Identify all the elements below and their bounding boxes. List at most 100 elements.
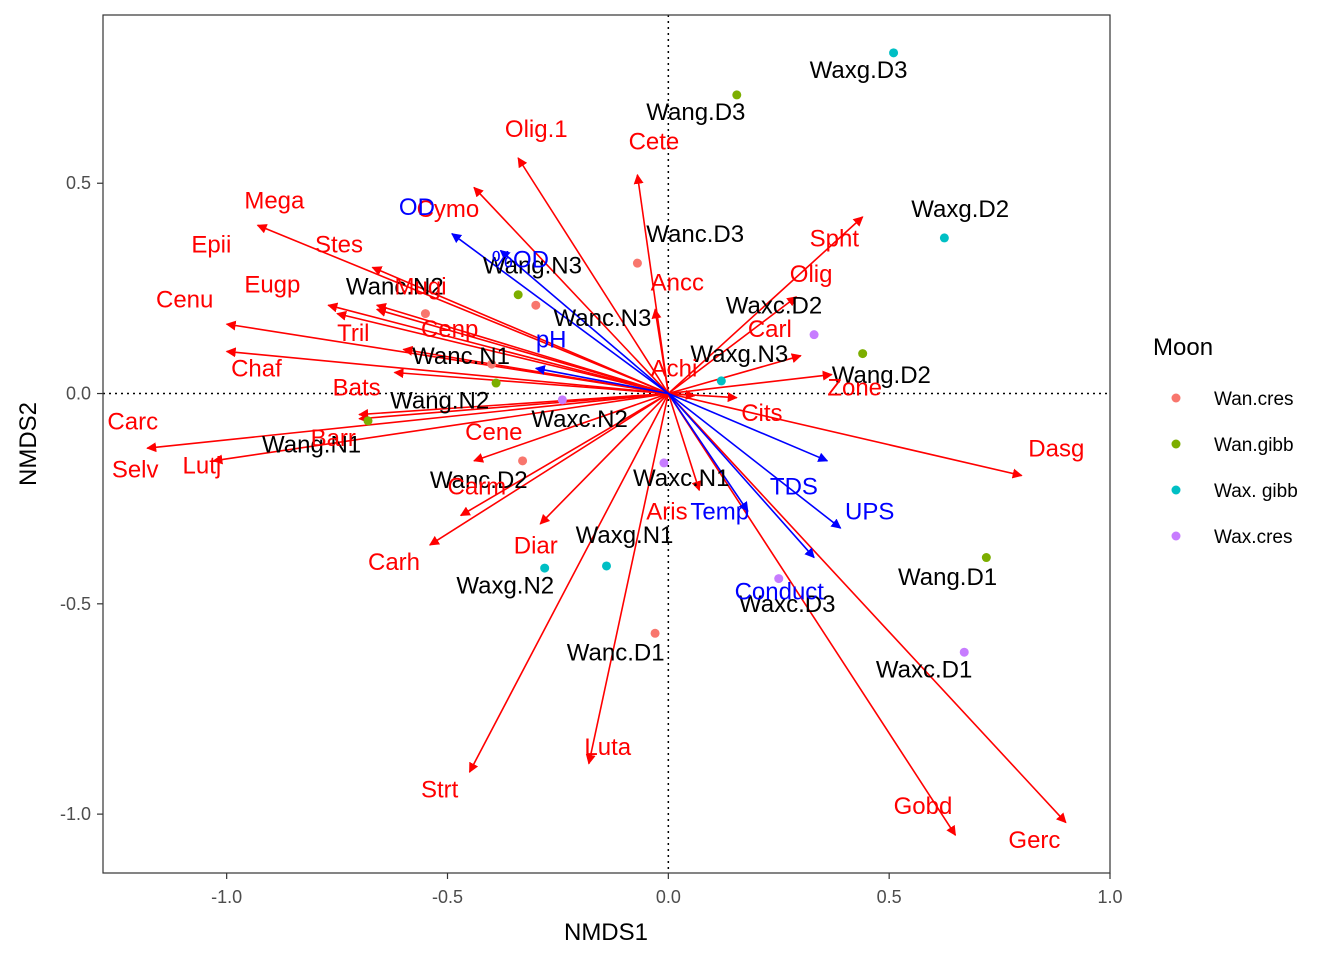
environment-vectors <box>451 233 842 559</box>
species-vector-mega <box>256 224 669 395</box>
species-label-selv: Selv <box>112 457 159 484</box>
species-vector-strt <box>468 393 670 773</box>
site-label-waxg-d3: Waxg.D3 <box>810 57 908 84</box>
species-label-strt: Strt <box>421 776 459 803</box>
legend-label-wax-cres: Wax.cres <box>1214 527 1292 548</box>
site-point-wanc-d1 <box>650 628 660 638</box>
site-label-wanc-n2: Wanc.N2 <box>346 274 444 301</box>
species-label-luta: Luta <box>584 734 631 761</box>
site-label-waxc-d2: Waxc.D2 <box>726 293 822 320</box>
species-vector-aris <box>667 393 702 492</box>
species-vector-cymo <box>473 186 669 395</box>
site-label-waxg-d2: Waxg.D2 <box>911 196 1009 223</box>
y-tick-label: -0.5 <box>60 594 91 614</box>
site-point-waxg-n3 <box>716 376 726 386</box>
species-vector-lutj <box>212 392 669 465</box>
species-label-cenp: Cenp <box>421 316 478 343</box>
env-label-od: %OD <box>492 246 549 273</box>
site-label-wanc-n3: Wanc.N3 <box>554 305 652 332</box>
species-labels: Olig.1 Cete Mega Cymo Epii Stes Eugp Mugi Cenu Tr… <box>107 116 1084 854</box>
site-label-wanc-d3: Wanc.D3 <box>646 221 744 248</box>
site-label-waxc-d1: Waxc.D1 <box>876 656 972 683</box>
y-axis: -1.0 -0.5 0.0 0.5 <box>60 173 103 824</box>
species-vector-diar <box>539 392 669 525</box>
env-label-ups: UPS <box>845 499 894 526</box>
site-label-waxg-n3: Waxg.N3 <box>690 341 788 368</box>
site-point-waxg-n2 <box>540 563 550 573</box>
species-vector-eugp <box>327 302 669 395</box>
species-vector-luta <box>585 393 670 765</box>
species-label-tril: Tril <box>337 320 369 347</box>
site-point-waxg-n1 <box>602 561 611 571</box>
env-vector-tds <box>668 392 829 462</box>
legend: Moon Wan.cres Wan.gibb Wax. gibb Wax.cres <box>1153 334 1298 548</box>
site-point-waxc-d1 <box>959 647 969 657</box>
legend-key-wan-cres <box>1171 393 1181 403</box>
species-vector-chaf <box>225 347 669 395</box>
legend-key-wan-gibb <box>1171 439 1181 449</box>
site-point-wanc-d3 <box>632 258 642 268</box>
env-vector-ups <box>667 392 842 529</box>
y-axis-title: NMDS2 <box>15 402 42 486</box>
y-tick-label: -1.0 <box>60 804 91 824</box>
env-label-conduct: Conduct <box>735 579 825 606</box>
species-label-spht: Spht <box>810 225 860 252</box>
site-point-wanc-n2 <box>420 309 430 319</box>
site-label-wang-d1: Wang.D1 <box>898 564 997 591</box>
species-label-carl: Carl <box>748 316 792 343</box>
site-label-wang-n3: Wang.N3 <box>483 253 582 280</box>
site-point-wanc-n1 <box>487 359 497 369</box>
species-label-aris: Aris <box>646 499 687 526</box>
site-point-wang-n3 <box>513 290 523 300</box>
species-vector-carh <box>428 392 669 546</box>
site-label-wanc-n1: Wanc.N1 <box>412 343 510 370</box>
species-label-bats: Bats <box>333 375 381 402</box>
species-label-chaf: Chaf <box>231 356 282 383</box>
site-points <box>363 48 991 657</box>
site-label-waxc-n2: Waxc.N2 <box>531 406 627 433</box>
species-label-mega: Mega <box>244 187 305 214</box>
species-label-cymo: Cymo <box>417 196 480 223</box>
species-label-cete: Cete <box>629 129 680 156</box>
plot-background <box>103 15 1110 873</box>
species-vector-stes <box>371 266 669 395</box>
species-label-carh: Carh <box>368 549 420 576</box>
env-vector-od <box>451 233 669 395</box>
env-label-od: OD <box>399 194 435 221</box>
site-label-wang-n1: Wang.N1 <box>262 431 361 458</box>
env-label-ph: pH <box>536 326 567 353</box>
species-vector-cene <box>473 392 669 463</box>
species-label-stes: Stes <box>315 232 363 259</box>
site-point-waxc-d3 <box>774 574 784 584</box>
species-vector-cits <box>668 392 738 403</box>
site-point-waxg-d2 <box>939 233 949 243</box>
site-point-waxc-d2 <box>809 330 819 340</box>
env-vector-ph <box>534 365 669 395</box>
species-vector-zone <box>668 370 833 395</box>
species-label-carc: Carc <box>107 408 158 435</box>
x-tick-label: 0.5 <box>877 887 902 907</box>
site-label-waxc-d3: Waxc.D3 <box>739 591 835 618</box>
species-label-ancc: Ancc <box>651 269 704 296</box>
site-point-wanc-d2 <box>518 456 528 466</box>
species-label-achi: Achi <box>651 356 698 383</box>
species-label-cenu: Cenu <box>156 286 213 313</box>
species-label-gobd: Gobd <box>894 793 953 820</box>
species-vector-carm <box>459 392 669 517</box>
species-label-mugi: Mugi <box>395 274 447 301</box>
site-point-wang-n2 <box>491 378 501 388</box>
site-point-wang-d3 <box>732 90 742 100</box>
species-label-olig-1: Olig.1 <box>505 116 568 143</box>
species-vector-dasg <box>668 392 1023 479</box>
site-labels: Wanc.D3 Wanc.N2 Wanc.N3 Wanc.N1 Wanc.D2 Wanc.… <box>262 57 1009 683</box>
legend-label-wan-gibb: Wan.gibb <box>1214 435 1294 456</box>
species-vector-olig <box>667 296 798 395</box>
env-label-tds: TDS <box>770 473 818 500</box>
species-vector-bats <box>393 368 669 395</box>
species-label-zone: Zone <box>827 375 882 402</box>
site-point-waxg-d3 <box>889 48 899 58</box>
env-vector-temp <box>667 393 749 513</box>
species-label-carm: Carm <box>448 473 507 500</box>
x-tick-label: 1.0 <box>1097 887 1122 907</box>
species-label-barr: Barr <box>311 425 356 452</box>
